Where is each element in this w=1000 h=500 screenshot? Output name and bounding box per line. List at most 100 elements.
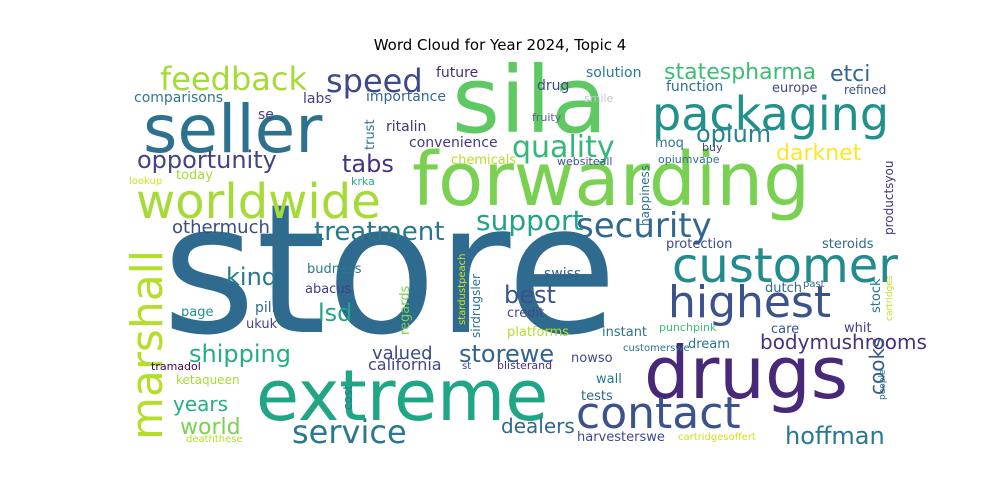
word-opiumvape: opiumvape bbox=[658, 153, 720, 166]
word-protection: protection bbox=[666, 237, 732, 252]
word-worldwide: worldwide bbox=[136, 174, 381, 230]
word-budness: budness bbox=[307, 262, 362, 277]
word-importance: importance bbox=[366, 89, 446, 105]
word-cartridgesoffert: cartridgesoffert bbox=[678, 432, 756, 443]
word-stardustpeach: stardustpeach bbox=[457, 254, 468, 325]
word-tests: tests bbox=[581, 389, 613, 404]
word-harvesterswe: harvesterswe bbox=[577, 430, 665, 445]
word-comparisons: comparisons bbox=[134, 90, 223, 106]
word-nowso: nowso bbox=[571, 351, 613, 366]
word-speed: speed bbox=[326, 62, 423, 100]
word-forwarding: forwarding bbox=[412, 137, 810, 223]
word-abacus: abacus bbox=[305, 282, 352, 297]
word-cost: cost bbox=[341, 385, 355, 410]
word-europe: europe bbox=[772, 81, 818, 96]
word-marshall: marshall bbox=[122, 250, 173, 440]
word-highest: highest bbox=[668, 277, 831, 328]
word-solution: solution bbox=[586, 65, 641, 81]
word-quality: quality bbox=[512, 130, 615, 165]
word-security: security bbox=[576, 206, 712, 246]
word-darknet: darknet bbox=[776, 141, 862, 166]
word-labs: labs bbox=[303, 91, 332, 107]
word-credit: credit bbox=[507, 306, 544, 321]
word-care: care bbox=[771, 322, 799, 337]
word-today: today bbox=[176, 168, 213, 183]
word-ritalin: ritalin bbox=[386, 119, 426, 135]
word-store: store bbox=[162, 166, 617, 375]
word-refined: refined bbox=[844, 83, 886, 97]
word-sirdrugsler: sirdrugsler bbox=[469, 274, 483, 338]
word-punchpink: punchpink bbox=[659, 321, 717, 334]
word-feedback: feedback bbox=[160, 60, 307, 98]
word-tramadol: tramadol bbox=[151, 360, 201, 373]
word-service: service bbox=[292, 413, 407, 451]
word-extreme: extreme bbox=[256, 355, 548, 437]
word-california: california bbox=[368, 355, 442, 374]
word-chemicals: chemicals bbox=[451, 153, 516, 168]
word-cartridges: cartridges bbox=[885, 275, 895, 321]
word-othermuch: othermuch bbox=[172, 217, 270, 238]
word-drugs: drugs bbox=[644, 331, 848, 415]
word-future: future bbox=[436, 65, 478, 81]
word-tabs: tabs bbox=[342, 150, 394, 178]
word-happiness: happiness bbox=[638, 165, 652, 226]
word-statespharma: statespharma bbox=[664, 60, 816, 85]
word-se: se bbox=[258, 107, 274, 123]
word-websiteall: websiteall bbox=[557, 155, 612, 168]
word-regards: regards bbox=[398, 285, 413, 335]
word-convenience: convenience bbox=[409, 135, 498, 151]
word-function: function bbox=[666, 79, 723, 95]
word-treatment: treatment bbox=[314, 217, 444, 247]
word-bodymushrooms: bodymushrooms bbox=[760, 330, 927, 354]
word-wall: wall bbox=[596, 372, 622, 387]
word-customerswe: customerswe bbox=[623, 343, 690, 354]
word-people: people bbox=[878, 369, 888, 400]
word-sila: sila bbox=[452, 47, 607, 154]
word-kind: kind bbox=[226, 263, 277, 291]
word-chance: chance bbox=[540, 233, 576, 244]
word-swiss: swiss bbox=[544, 266, 581, 282]
word-dealers: dealers bbox=[501, 414, 575, 438]
word-packaging: packaging bbox=[652, 87, 889, 141]
word-past: past bbox=[803, 279, 825, 290]
word-krka: krka bbox=[351, 175, 375, 188]
word-best: best bbox=[504, 281, 556, 309]
word-hoffman: hoffman bbox=[785, 422, 885, 450]
word-deaththese: deaththese bbox=[186, 434, 243, 445]
word-pill: pill bbox=[255, 300, 276, 316]
chart-title: Word Cloud for Year 2024, Topic 4 bbox=[373, 36, 627, 54]
word-shipping: shipping bbox=[189, 340, 291, 368]
word-dutch: dutch bbox=[765, 281, 802, 296]
word-instant: instant bbox=[602, 325, 647, 340]
word-opportunity: opportunity bbox=[137, 146, 277, 174]
word-drug: drug bbox=[537, 78, 569, 94]
word-platforms: platforms bbox=[507, 325, 569, 340]
word-lookup: lookup bbox=[129, 176, 162, 187]
word-page: page bbox=[181, 305, 213, 320]
word-buy: buy bbox=[702, 141, 723, 154]
word-fruity: fruity bbox=[532, 111, 562, 124]
word-lsd: lsd bbox=[318, 299, 352, 327]
word-blisterand: blisterand bbox=[497, 359, 552, 372]
word-dream: dream bbox=[688, 337, 730, 352]
word-steroids: steroids bbox=[822, 237, 874, 252]
word-moq: moq bbox=[655, 136, 684, 151]
word-ukuk: ukuk bbox=[246, 317, 278, 332]
word-storewe: storewe bbox=[459, 340, 554, 368]
word-contact: contact bbox=[576, 388, 741, 439]
word-years: years bbox=[173, 392, 228, 416]
word-st: st bbox=[462, 361, 471, 372]
word-support: support bbox=[476, 204, 584, 237]
word-cooks: cooks bbox=[865, 338, 889, 395]
word-world: world bbox=[180, 415, 241, 440]
word-ketaqueen: ketaqueen bbox=[176, 373, 240, 387]
word-seller: seller bbox=[143, 91, 323, 168]
word-customer: customer bbox=[672, 238, 898, 294]
word-productsyou: productsyou bbox=[882, 161, 896, 235]
word-trust: trust bbox=[363, 119, 378, 150]
word-valued: valued bbox=[372, 343, 433, 364]
word-etci: etci bbox=[830, 62, 870, 87]
word-stock: stock bbox=[869, 278, 884, 313]
word-smile: smile bbox=[584, 92, 614, 105]
